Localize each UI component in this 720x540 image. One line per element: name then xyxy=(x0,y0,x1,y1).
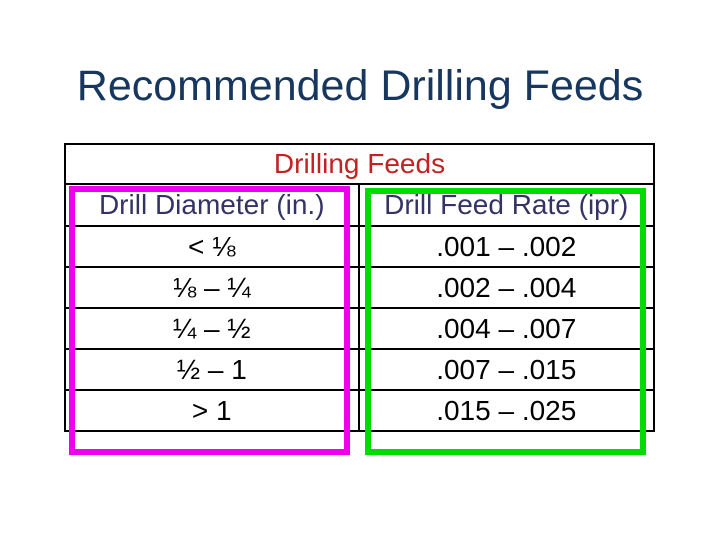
cell-drill-diameter: > 1 xyxy=(66,391,360,430)
cell-drill-feed-rate: .001 – .002 xyxy=(436,230,577,262)
drilling-feeds-table: Drilling Feeds Drill Diameter (in.) Dril… xyxy=(64,143,655,432)
table-row: < ⅛ .001 – .002 xyxy=(66,227,653,268)
table-row: ¼ – ½ .004 – .007 xyxy=(66,309,653,350)
table-row: ⅛ – ¼ .002 – .004 xyxy=(66,268,653,309)
column-header-drill-diameter: Drill Diameter (in.) xyxy=(66,185,360,225)
cell-drill-diameter: < ⅛ xyxy=(66,227,360,266)
cell-drill-feed-rate: .015 – .025 xyxy=(436,394,577,426)
cell-drill-feed-rate: .002 – .004 xyxy=(436,271,577,303)
cell-drill-diameter: ¼ – ½ xyxy=(66,309,360,348)
cell-drill-diameter: ⅛ – ¼ xyxy=(66,268,360,307)
table-row: ½ – 1 .007 – .015 xyxy=(66,350,653,391)
column-header-drill-feed-rate: Drill Feed Rate (ipr) xyxy=(384,189,629,220)
cell-drill-diameter: ½ – 1 xyxy=(66,350,360,389)
cell-drill-feed-rate: .004 – .007 xyxy=(436,312,577,344)
table-row: > 1 .015 – .025 xyxy=(66,391,653,430)
table-column-header-row: Drill Diameter (in.) Drill Feed Rate (ip… xyxy=(66,185,653,227)
table-title: Drilling Feeds xyxy=(66,145,653,185)
slide-title: Recommended Drilling Feeds xyxy=(76,62,644,110)
cell-drill-feed-rate: .007 – .015 xyxy=(436,353,577,385)
